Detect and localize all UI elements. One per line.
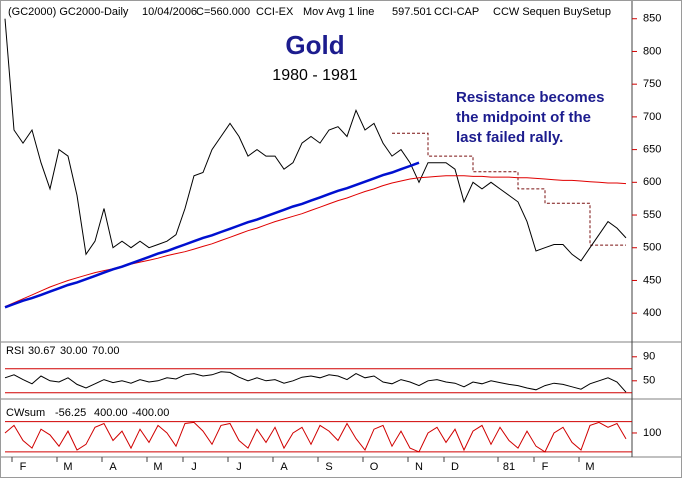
header-item: CCI-CAP [434, 6, 479, 18]
annotation: the midpoint of the [456, 109, 591, 126]
header-item: CCI-EX [256, 6, 294, 18]
x-tick-label: F [20, 461, 27, 473]
x-tick-label: 81 [503, 461, 515, 473]
x-tick-label: F [542, 461, 549, 473]
y-tick-label: 800 [643, 45, 661, 57]
y-tick-label: 400 [643, 307, 661, 319]
chart-title: Gold [285, 30, 344, 60]
annotation: last failed rally. [456, 129, 563, 146]
y-tick-label: 450 [643, 274, 661, 286]
indicator-line [4, 421, 627, 453]
last-value: -56.25 [55, 407, 86, 419]
x-tick-label: D [451, 461, 459, 473]
header-item: C=560.000 [196, 6, 250, 18]
panel-label: CWsum [6, 407, 45, 419]
y-tick-label: 100 [643, 427, 661, 439]
header-item: 10/04/2006 [142, 6, 197, 18]
y-tick-label: 650 [643, 144, 661, 156]
y-tick-label: 550 [643, 209, 661, 221]
y-tick-label: 850 [643, 13, 661, 25]
y-tick-label: 700 [643, 111, 661, 123]
level-label: 30.00 [60, 345, 88, 357]
level-label: 70.00 [92, 345, 120, 357]
x-tick-label: J [191, 461, 197, 473]
x-tick-label: S [325, 461, 332, 473]
chart-subtitle: 1980 - 1981 [272, 67, 358, 84]
level-label: 400.00 [94, 407, 128, 419]
header-item: 597.501 [392, 6, 432, 18]
x-tick-label: N [415, 461, 423, 473]
level-label: -400.00 [132, 407, 169, 419]
resistance-step [392, 132, 626, 246]
indicator-line [4, 371, 627, 393]
header-item: CCW Sequen BuySetup [493, 6, 611, 18]
y-tick-label: 750 [643, 78, 661, 90]
last-value: 30.67 [28, 345, 56, 357]
x-tick-label: O [370, 461, 379, 473]
header-item: Mov Avg 1 line [303, 6, 374, 18]
x-tick-label: M [63, 461, 72, 473]
y-tick-label: 50 [643, 375, 655, 387]
header-item: (GC2000) GC2000-Daily [8, 6, 129, 18]
x-tick-label: A [109, 461, 117, 473]
y-tick-label: 500 [643, 242, 661, 254]
x-tick-label: J [236, 461, 242, 473]
series-line [4, 161, 420, 309]
y-tick-label: 600 [643, 176, 661, 188]
annotation: Resistance becomes [456, 89, 604, 106]
x-tick-label: A [280, 461, 288, 473]
x-tick-label: M [153, 461, 162, 473]
y-tick-label: 90 [643, 351, 655, 363]
series-line [4, 18, 627, 262]
panel-label: RSI [6, 345, 24, 357]
x-tick-label: M [585, 461, 594, 473]
